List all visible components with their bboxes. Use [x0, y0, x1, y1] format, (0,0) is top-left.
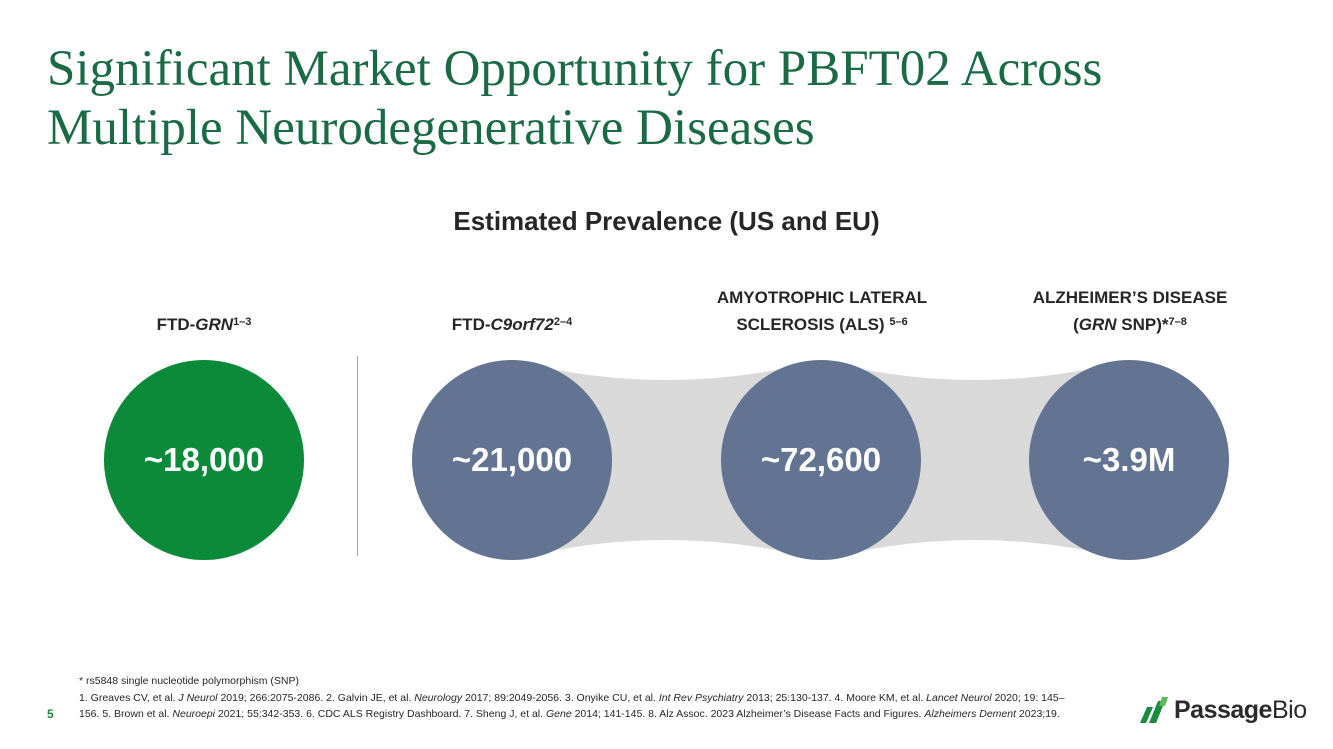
label-alzheimers: ALZHEIMER’S DISEASE (GRN SNP)*7–8: [1032, 288, 1228, 334]
chart-subtitle: Estimated Prevalence (US and EU): [453, 206, 880, 236]
label-ftd-c9orf72: FTD-C9orf722–4: [451, 315, 573, 334]
passage-bio-logo-icon: [1140, 697, 1168, 723]
circle-alzheimers: ~3.9M: [1029, 360, 1229, 560]
label-ftd-grn: FTD-GRN1–3: [156, 315, 252, 334]
passage-bio-logo: PassageBio: [1138, 695, 1307, 725]
logo-wordmark: PassageBio: [1174, 695, 1307, 724]
label-als: AMYOTROPHIC LATERAL SCLEROSIS (ALS) 5–6: [716, 288, 928, 334]
snp-footnote: * rs5848 single nucleotide polymorphism …: [79, 675, 300, 687]
page-number: 5: [47, 707, 54, 721]
title-line-2: Multiple Neurodegenerative Diseases: [47, 100, 815, 156]
circle-ftd-c9orf72: ~21,000: [412, 360, 612, 560]
value-alzheimers: ~3.9M: [1082, 441, 1176, 478]
footnotes: * rs5848 single nucleotide polymorphism …: [79, 673, 1079, 723]
slide-title: Significant Market Opportunity for PBFT0…: [47, 40, 1287, 158]
value-als: ~72,600: [760, 441, 882, 478]
circle-als: ~72,600: [721, 360, 921, 560]
references: 1. Greaves CV, et al. J Neurol 2019; 266…: [79, 691, 1065, 721]
value-ftd-grn: ~18,000: [143, 441, 265, 478]
value-ftd-c9orf72: ~21,000: [451, 441, 573, 478]
title-line-1: Significant Market Opportunity for PBFT0…: [47, 41, 1103, 97]
circle-ftd-grn: ~18,000: [104, 360, 304, 560]
section-divider: [357, 356, 358, 556]
